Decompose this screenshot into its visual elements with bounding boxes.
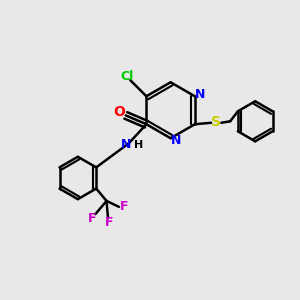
Text: F: F (120, 200, 128, 213)
Text: N: N (195, 88, 205, 101)
Text: Cl: Cl (121, 70, 134, 83)
Text: S: S (211, 115, 221, 129)
Text: F: F (88, 212, 97, 225)
Text: F: F (105, 216, 114, 229)
Text: N: N (171, 134, 181, 147)
Text: H: H (134, 140, 144, 150)
Text: N: N (121, 138, 132, 151)
Text: O: O (113, 106, 125, 119)
